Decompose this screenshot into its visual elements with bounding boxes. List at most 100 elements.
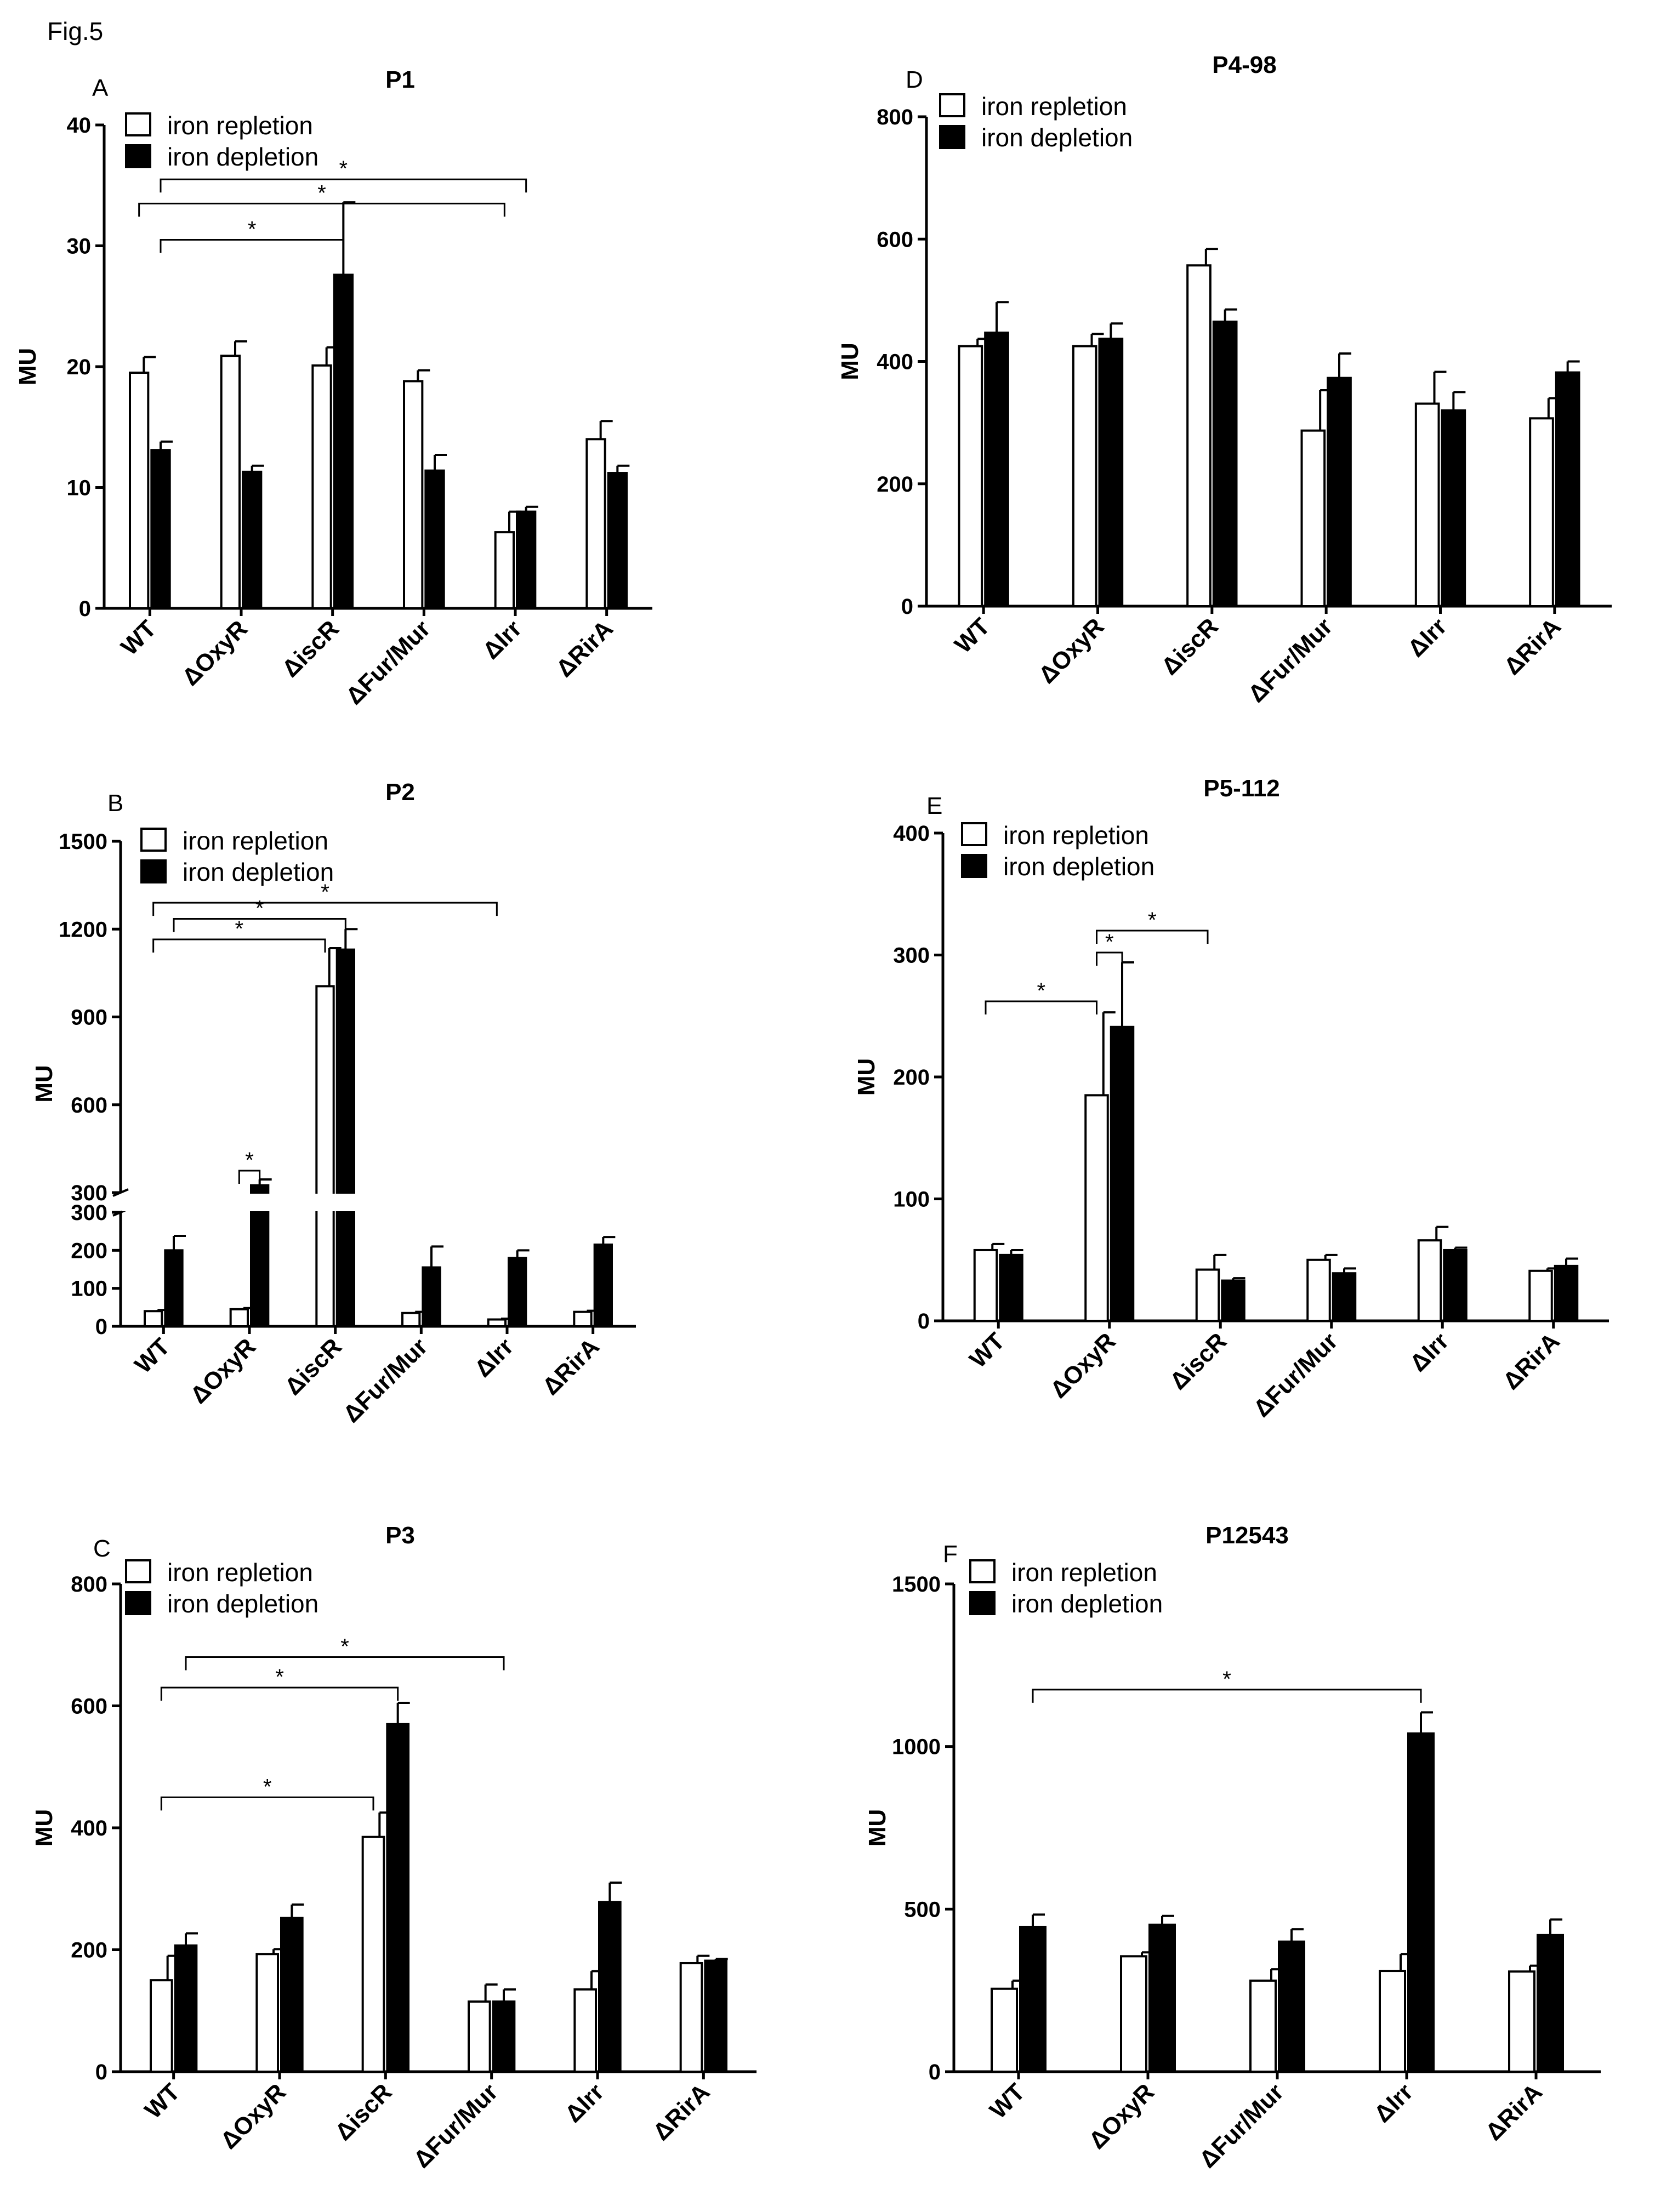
- legend-swatch-depletion: [961, 854, 987, 878]
- bar-iron-depletion: [335, 948, 356, 1327]
- chart-title: P3: [385, 1522, 415, 1549]
- y-tick-label: 1500: [59, 830, 107, 854]
- significance-bracket: [1032, 1689, 1422, 1703]
- bar-iron-repletion: [1084, 1094, 1109, 1322]
- legend-label-depletion: iron depletion: [1011, 1589, 1163, 1618]
- bar-iron-repletion: [403, 380, 424, 610]
- bar-iron-repletion: [1300, 429, 1326, 607]
- chart-title: P12543: [1205, 1522, 1289, 1549]
- x-tick-label: WT: [985, 2078, 1030, 2124]
- x-tick-label: ΔOxyR: [185, 1333, 261, 1409]
- y-axis-label: MU: [864, 1809, 891, 1846]
- significance-star: *: [245, 1148, 254, 1172]
- x-tick-label: ΔOxyR: [215, 2078, 291, 2154]
- y-tick-label: 100: [893, 1188, 930, 1212]
- bar-iron-repletion: [1414, 402, 1440, 607]
- bar-iron-depletion: [984, 332, 1009, 607]
- y-axis-label: MU: [853, 1058, 880, 1096]
- chart-panel-f: F P12543 MU 0 500 1000 1500 WT ΔOxyR ΔFur/Mur ΔIrr…: [864, 1522, 1601, 2173]
- x-tick-label: ΔIrr: [560, 2078, 609, 2128]
- x-tick-label: ΔIrr: [477, 615, 527, 664]
- bar-iron-depletion: [1554, 1264, 1579, 1322]
- x-tick-label: ΔIrr: [469, 1333, 519, 1382]
- bar-iron-depletion: [422, 1266, 441, 1327]
- bar-iron-depletion: [593, 1243, 613, 1328]
- bar-iron-depletion: [607, 472, 628, 609]
- bar-iron-repletion: [679, 1962, 703, 2073]
- legend-swatch-repletion: [961, 822, 987, 846]
- significance-star: *: [1037, 979, 1045, 1003]
- x-tick-label: ΔRirA: [1480, 2078, 1548, 2146]
- x-tick-label: ΔIrr: [1369, 2078, 1418, 2128]
- x-tick-label: ΔRirA: [648, 2078, 715, 2146]
- bar-iron-repletion: [1195, 1268, 1220, 1322]
- x-tick-label: ΔiscR: [280, 1333, 347, 1400]
- y-tick-label: 500: [904, 1897, 941, 1922]
- significance-star: *: [340, 1635, 349, 1659]
- bar-iron-repletion: [1379, 1970, 1406, 2073]
- panel-letter: F: [943, 1541, 958, 1567]
- y-tick-label: 200: [893, 1065, 930, 1090]
- y-tick-label: 400: [877, 350, 913, 374]
- y-tick-label: 200: [71, 1239, 107, 1263]
- x-tick-label: WT: [129, 1333, 175, 1378]
- x-tick-label: ΔiscR: [1165, 1327, 1232, 1395]
- y-tick-label: 0: [95, 2060, 107, 2084]
- y-tick-label: 0: [901, 595, 913, 619]
- bar-iron-repletion: [1306, 1258, 1331, 1322]
- legend-label-repletion: iron repletion: [981, 92, 1127, 121]
- significance-bracket: [1096, 930, 1209, 944]
- bar-iron-depletion: [280, 1917, 304, 2073]
- legend-swatch-repletion: [125, 1559, 151, 1583]
- legend-swatch-depletion: [939, 125, 965, 149]
- y-tick-label: 800: [877, 105, 913, 129]
- bar-iron-repletion: [144, 1310, 163, 1327]
- x-tick-label: ΔFur/Mur: [408, 2078, 503, 2173]
- y-tick-label: 400: [71, 1816, 107, 1840]
- bar-iron-depletion: [1441, 409, 1466, 607]
- y-tick-label: 600: [877, 227, 913, 252]
- legend-swatch-depletion: [125, 144, 151, 168]
- significance-bracket: [152, 902, 498, 916]
- bar-iron-repletion: [315, 985, 335, 1328]
- legend-label-depletion: iron depletion: [183, 858, 334, 886]
- x-tick-label: ΔIrr: [1403, 613, 1452, 662]
- bar-iron-repletion: [973, 1248, 998, 1322]
- bar-iron-depletion: [598, 1901, 622, 2073]
- x-tick-label: WT: [949, 613, 995, 658]
- significance-bracket: [185, 1656, 505, 1671]
- chart-panel-e: E P5-112 MU 0 100 200 300 400 WT ΔOxyR ΔiscR ΔFur/M…: [853, 775, 1609, 1422]
- bar-iron-depletion: [424, 469, 445, 609]
- y-tick-label: 0: [79, 597, 91, 621]
- bar-iron-repletion: [958, 345, 983, 607]
- x-tick-label: WT: [140, 2078, 185, 2124]
- x-tick-label: ΔiscR: [277, 615, 344, 682]
- legend-label-repletion: iron repletion: [167, 1558, 313, 1587]
- x-tick-label: ΔIrr: [1404, 1327, 1454, 1377]
- bar-iron-depletion: [333, 273, 354, 610]
- legend-label-depletion: iron depletion: [1003, 852, 1154, 881]
- bar-iron-repletion: [991, 1987, 1018, 2073]
- y-tick-label: 20: [67, 355, 92, 379]
- x-tick-label: ΔFur/Mur: [1243, 613, 1338, 708]
- y-tick-label: 0: [95, 1315, 107, 1339]
- significance-star: *: [263, 1775, 272, 1799]
- bar-iron-depletion: [164, 1249, 184, 1327]
- y-axis-label: MU: [14, 348, 41, 385]
- bar-iron-depletion: [516, 510, 537, 609]
- bar-iron-repletion: [150, 1979, 173, 2073]
- significance-star: *: [275, 1665, 284, 1689]
- significance-star: *: [339, 157, 348, 181]
- bar-iron-repletion: [1529, 417, 1554, 608]
- legend-swatch-repletion: [140, 828, 167, 852]
- significance-star: *: [235, 917, 244, 941]
- bar-iron-depletion: [1443, 1248, 1468, 1322]
- bar-iron-repletion: [468, 2000, 491, 2073]
- significance-bracket: [1096, 951, 1123, 966]
- legend-swatch-depletion: [140, 859, 167, 883]
- y-tick-label: 1500: [892, 1572, 941, 1597]
- panel-letter: D: [906, 66, 923, 93]
- significance-star: *: [248, 217, 257, 241]
